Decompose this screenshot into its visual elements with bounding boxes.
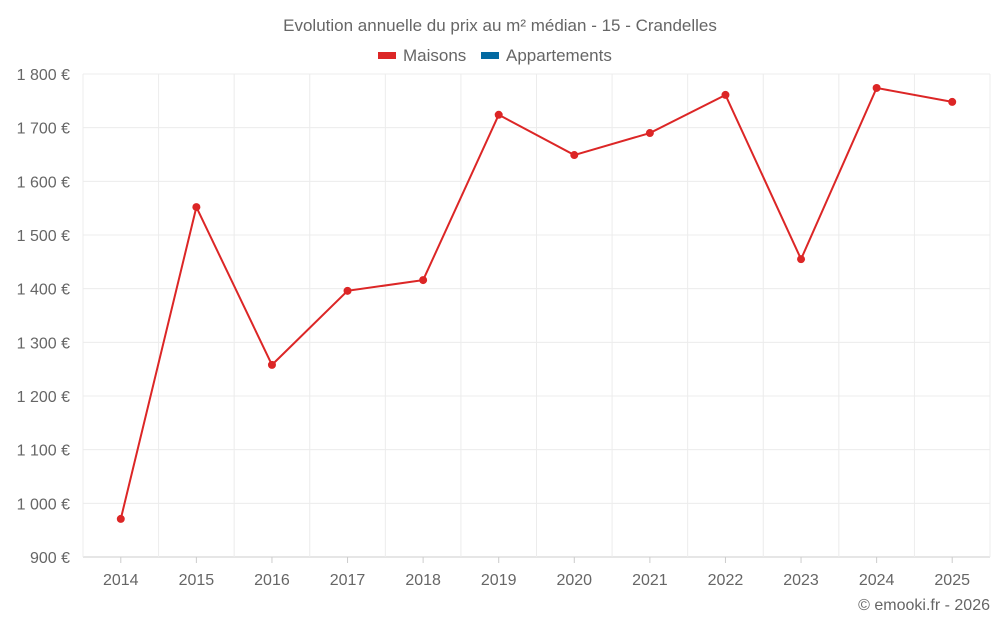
legend-swatch-maisons[interactable] <box>378 52 396 59</box>
data-point-2024[interactable] <box>872 83 881 92</box>
data-point-2018[interactable] <box>419 276 428 285</box>
x-tick-label: 2025 <box>934 572 970 589</box>
x-tick-label: 2014 <box>103 572 139 589</box>
y-tick-label: 1 600 € <box>17 174 70 191</box>
series <box>116 83 957 523</box>
x-tick-label: 2017 <box>330 572 366 589</box>
legend-label-appartements[interactable]: Appartements <box>506 46 612 65</box>
data-point-2019[interactable] <box>494 110 503 119</box>
data-point-2021[interactable] <box>645 129 654 138</box>
legend: Maisons Appartements <box>378 46 612 65</box>
chart-title: Evolution annuelle du prix au m² médian … <box>283 16 717 35</box>
x-tick-label: 2020 <box>556 572 592 589</box>
axes: 900 € 1 000 € 1 100 € 1 200 € 1 300 € 1 400 €… <box>17 67 970 589</box>
x-tick-label: 2015 <box>179 572 215 589</box>
credit-text: © emooki.fr - 2026 <box>858 597 990 614</box>
data-point-2022[interactable] <box>721 90 730 99</box>
data-point-2016[interactable] <box>267 360 276 369</box>
y-tick-label: 1 500 € <box>17 228 70 245</box>
x-tick-label: 2016 <box>254 572 290 589</box>
y-tick-label: 900 € <box>30 550 70 567</box>
data-point-2015[interactable] <box>192 203 201 212</box>
data-point-2020[interactable] <box>570 151 579 160</box>
grid <box>82 73 991 558</box>
x-tick-label: 2022 <box>708 572 744 589</box>
x-tick-label: 2018 <box>405 572 441 589</box>
y-tick-label: 1 200 € <box>17 389 70 406</box>
y-tick-label: 1 700 € <box>17 121 70 138</box>
x-tick-label: 2021 <box>632 572 668 589</box>
y-tick-label: 1 000 € <box>17 496 70 513</box>
x-tick-label: 2023 <box>783 572 819 589</box>
data-point-2014[interactable] <box>116 514 125 523</box>
y-tick-label: 1 800 € <box>17 67 70 84</box>
x-tick-label: 2019 <box>481 572 517 589</box>
legend-label-maisons[interactable]: Maisons <box>403 46 466 65</box>
data-point-2017[interactable] <box>343 286 352 295</box>
series-line-maisons <box>119 86 953 520</box>
y-tick-label: 1 400 € <box>17 282 70 299</box>
legend-swatch-appartements[interactable] <box>481 52 499 59</box>
y-tick-label: 1 300 € <box>17 335 70 352</box>
data-point-2023[interactable] <box>797 255 806 264</box>
y-tick-label: 1 100 € <box>17 443 70 460</box>
data-point-2025[interactable] <box>948 97 957 106</box>
x-tick-label: 2024 <box>859 572 895 589</box>
